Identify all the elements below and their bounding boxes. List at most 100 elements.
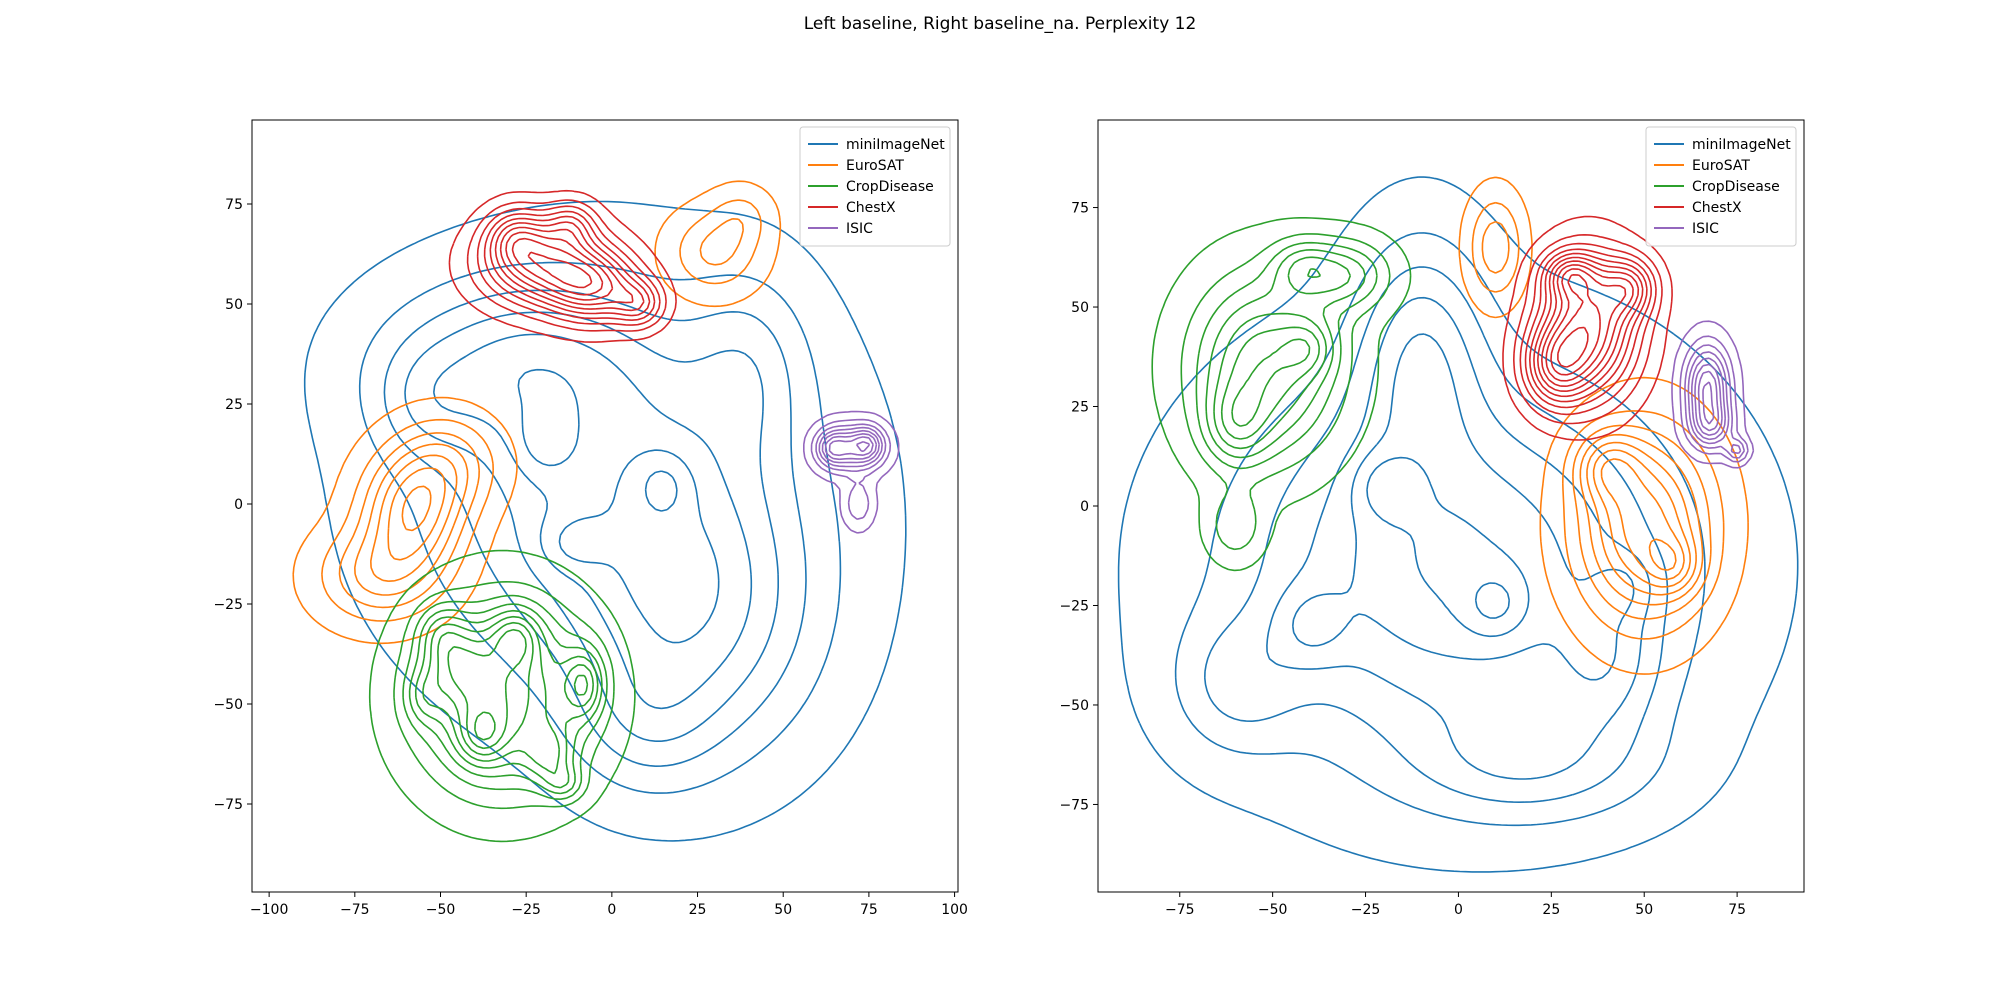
- legend-label: ChestX: [846, 200, 896, 216]
- figure-title: Left baseline, Right baseline_na. Perple…: [803, 14, 1197, 34]
- contour-line: [1671, 320, 1755, 469]
- series-ChestX: [1502, 215, 1673, 441]
- contour-line: [1550, 274, 1601, 376]
- contour-line: [1292, 333, 1635, 681]
- contour-line: [511, 237, 604, 296]
- x-tick-label: 75: [1728, 902, 1746, 918]
- contour-line: [401, 485, 432, 532]
- y-tick-label: −50: [213, 697, 243, 713]
- contour-line: [1524, 248, 1652, 409]
- contour-line: [422, 615, 594, 775]
- contour-line: [321, 199, 762, 622]
- legend-label: miniImageNet: [1692, 137, 1791, 153]
- contour-line: [824, 433, 878, 461]
- x-tick-label: 0: [607, 902, 616, 918]
- contour-line: [1471, 201, 1725, 640]
- legend-label: miniImageNet: [846, 137, 945, 153]
- legend-label: ISIC: [846, 221, 873, 237]
- contour-line: [815, 423, 887, 472]
- series-ISIC: [1671, 320, 1755, 469]
- contour-line: [1213, 256, 1352, 450]
- contour-line: [354, 443, 469, 596]
- x-tick-label: 75: [860, 902, 878, 918]
- y-tick-label: 0: [1080, 499, 1089, 515]
- legend: miniImageNet EuroSAT CropDisease ChestX ISIC: [799, 126, 951, 247]
- contour-line: [393, 581, 615, 810]
- contour-line: [466, 199, 667, 332]
- contour-line: [1702, 381, 1715, 425]
- contour-line: [818, 426, 883, 468]
- y-tick-label: 50: [225, 297, 243, 313]
- contour-line: [1533, 256, 1644, 398]
- series-CropDisease: [1151, 217, 1412, 572]
- contour-line: [828, 436, 874, 457]
- contour-line: [1474, 582, 1510, 619]
- contour-line: [644, 470, 678, 512]
- legend-label: EuroSAT: [846, 158, 904, 174]
- contour-line: [1151, 217, 1412, 572]
- contour-line: [303, 200, 907, 842]
- series-EuroSAT: [1458, 176, 1749, 675]
- contour-line: [1366, 456, 1530, 638]
- contour-line: [447, 628, 527, 750]
- contour-line: [803, 410, 900, 534]
- contour-line: [1541, 264, 1634, 387]
- legend: miniImageNet EuroSAT CropDisease ChestX ISIC: [1645, 126, 1797, 247]
- contour-line: [414, 609, 599, 789]
- contour-line: [821, 429, 880, 464]
- x-tick-label: −75: [340, 902, 370, 918]
- contour-line: [408, 603, 603, 795]
- x-tick-label: −50: [1258, 902, 1288, 918]
- contour-line: [437, 621, 589, 756]
- contour-line: [474, 711, 496, 741]
- contour-line: [370, 454, 458, 582]
- contour-line: [1592, 449, 1691, 588]
- contour-line: [292, 180, 782, 645]
- contour-line: [1687, 351, 1742, 455]
- series-miniImageNet: [1117, 176, 1799, 873]
- y-tick-label: 0: [234, 497, 243, 513]
- axes-frame: [251, 119, 959, 893]
- contour-line: [1579, 433, 1704, 606]
- contour-line: [1458, 176, 1749, 675]
- x-tick-label: −25: [511, 902, 541, 918]
- x-tick-label: 50: [1635, 902, 1653, 918]
- contour-line: [1537, 260, 1640, 392]
- contour-line: [527, 251, 593, 289]
- contour-line: [1195, 241, 1378, 470]
- contour-line: [1684, 344, 1746, 459]
- series-miniImageNet: [303, 200, 907, 842]
- contour-line: [338, 218, 744, 609]
- legend-label: CropDisease: [846, 179, 934, 195]
- y-tick-label: −75: [213, 797, 243, 813]
- contour-line: [1204, 266, 1669, 803]
- x-tick-label: −25: [1351, 902, 1381, 918]
- legend-box: [1645, 126, 1797, 247]
- contour-line: [1600, 458, 1685, 581]
- y-tick-label: −25: [213, 597, 243, 613]
- y-tick-label: 25: [225, 397, 243, 413]
- contour-line: [1557, 326, 1589, 368]
- contour-line: [476, 205, 661, 326]
- chart-panel-right: −75 −50 −25 0 25 50 75 −75 −50 −25 0 25 50 75 miniImag…: [1059, 119, 1805, 918]
- x-tick-label: −100: [250, 902, 288, 918]
- contour-line: [1648, 538, 1677, 571]
- x-tick-label: 25: [689, 902, 707, 918]
- contour-line: [433, 333, 753, 710]
- legend-label: EuroSAT: [1692, 158, 1750, 174]
- chart-panel-left: −100 −75 −50 −25 0 25 50 75 100 −75 −50 −25 0 25 50 75 m…: [213, 119, 968, 918]
- contour-line: [1205, 249, 1366, 459]
- contour-line: [1586, 441, 1697, 596]
- contour-line: [1691, 357, 1726, 441]
- contour-line: [402, 594, 608, 800]
- y-tick-label: 75: [225, 197, 243, 213]
- contour-line: [1502, 215, 1673, 441]
- contour-line: [499, 226, 634, 306]
- contour-line: [1117, 176, 1799, 873]
- series-CropDisease: [368, 549, 636, 843]
- contour-layer: [1117, 176, 1799, 873]
- contour-line: [368, 549, 636, 843]
- x-tick-label: 100: [941, 902, 968, 918]
- x-tick-label: −75: [1165, 902, 1195, 918]
